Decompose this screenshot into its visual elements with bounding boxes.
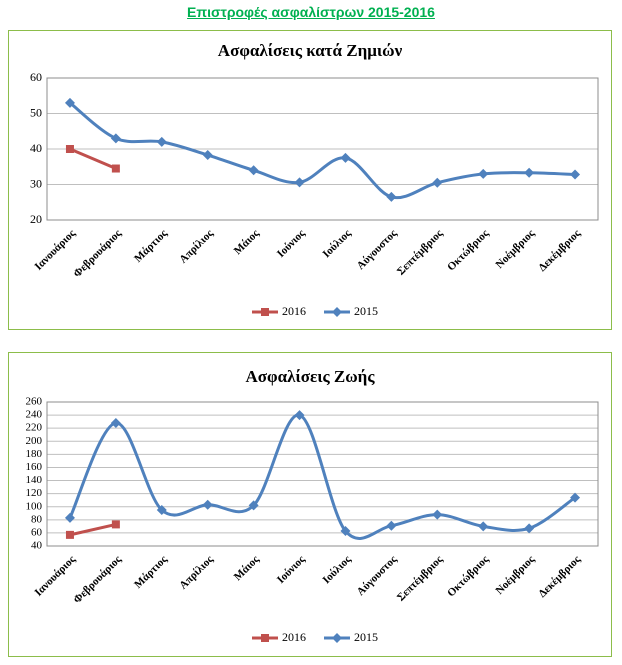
y-tick-label: 160 — [26, 461, 43, 473]
marker — [332, 307, 342, 317]
legend-label: 2015 — [354, 630, 378, 644]
y-tick-label: 100 — [26, 500, 43, 512]
chart-title: Ασφαλίσεις Ζωής — [245, 367, 375, 386]
y-tick-label: 200 — [26, 435, 43, 447]
marker — [294, 410, 305, 421]
marker — [570, 169, 581, 180]
y-tick-label: 180 — [26, 448, 43, 460]
marker — [110, 133, 121, 144]
marker — [340, 525, 351, 536]
legend-label: 2016 — [282, 630, 306, 644]
chart: Ασφαλίσεις Ζωής4060801001201401601802002… — [8, 352, 612, 657]
marker — [386, 191, 397, 202]
page-title: Επιστροφές ασφαλίστρων 2015-2016 — [187, 4, 435, 20]
marker — [110, 417, 121, 428]
y-tick-label: 30 — [30, 176, 42, 190]
y-tick-label: 60 — [30, 70, 42, 84]
marker — [524, 167, 535, 178]
marker — [202, 499, 213, 510]
y-tick-label: 140 — [26, 474, 43, 486]
marker — [248, 500, 259, 511]
chart: Ασφαλίσεις κατά Ζημιών2030405060Ιανουάρι… — [8, 30, 612, 330]
marker — [332, 633, 342, 643]
marker — [478, 521, 489, 532]
marker — [340, 152, 351, 163]
y-tick-label: 260 — [26, 396, 43, 408]
marker — [570, 492, 581, 503]
chart-border — [8, 30, 612, 330]
marker — [261, 308, 269, 316]
marker — [386, 520, 397, 531]
plot-frame — [46, 401, 599, 547]
y-tick-label: 120 — [26, 487, 43, 499]
chart-title: Ασφαλίσεις κατά Ζημιών — [218, 41, 403, 60]
marker — [111, 164, 120, 173]
marker — [261, 634, 269, 642]
series-line — [69, 522, 117, 537]
marker — [478, 168, 489, 179]
marker — [111, 520, 120, 529]
y-tick-label: 60 — [31, 526, 43, 538]
marker — [156, 505, 167, 515]
marker — [64, 97, 75, 108]
marker — [64, 512, 75, 523]
marker — [248, 165, 259, 176]
legend-label: 2015 — [354, 304, 378, 318]
y-tick-label: 50 — [30, 105, 42, 119]
marker — [65, 145, 74, 153]
legend-label: 2016 — [282, 304, 306, 318]
y-tick-label: 40 — [30, 141, 42, 155]
marker — [294, 177, 305, 188]
plot-frame — [46, 77, 599, 221]
marker — [156, 136, 167, 147]
y-tick-label: 80 — [31, 513, 43, 525]
y-tick-label: 240 — [26, 409, 43, 421]
marker — [202, 150, 213, 161]
marker — [432, 177, 443, 188]
marker — [65, 530, 74, 539]
y-tick-label: 20 — [30, 212, 42, 226]
chart-border — [8, 352, 612, 657]
marker — [524, 523, 535, 534]
y-tick-label: 220 — [26, 422, 43, 434]
y-tick-label: 40 — [31, 540, 43, 552]
series-line — [69, 147, 117, 170]
